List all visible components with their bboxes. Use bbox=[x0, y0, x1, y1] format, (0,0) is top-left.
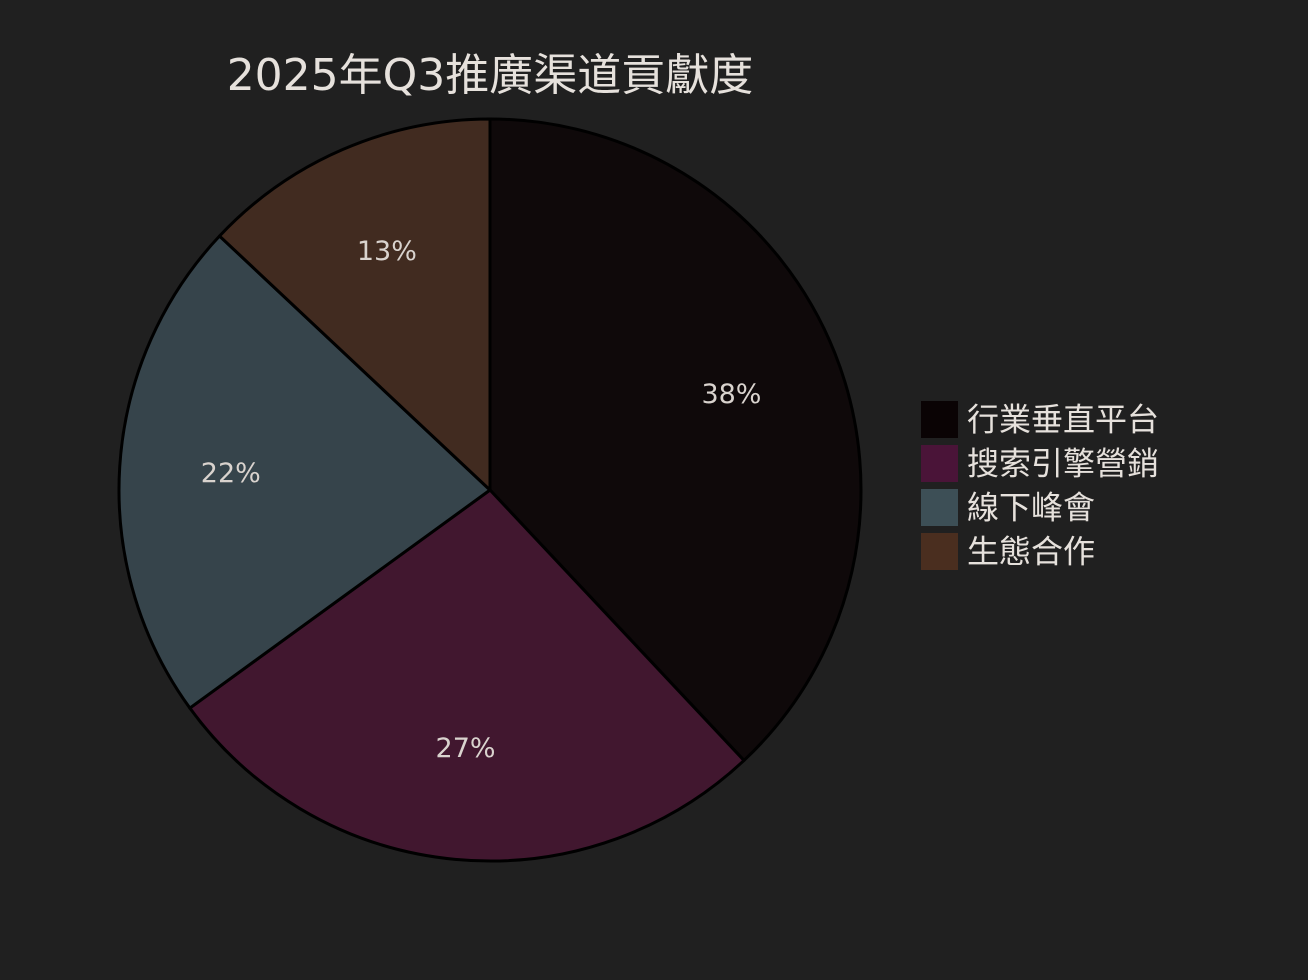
chart-title: 2025年Q3推廣渠道貢獻度 bbox=[227, 50, 754, 101]
pie-slices bbox=[117, 117, 863, 863]
slice-value-label: 13% bbox=[357, 236, 417, 267]
legend-swatch bbox=[921, 533, 958, 570]
slice-value-label: 38% bbox=[701, 379, 761, 410]
slice-labels: 38% 27% 22% 13% bbox=[201, 236, 762, 764]
legend-label: 生態合作 bbox=[967, 533, 1095, 571]
legend-swatch bbox=[921, 445, 958, 482]
legend-label: 搜索引擎營銷 bbox=[967, 445, 1159, 483]
legend-swatch bbox=[921, 401, 958, 438]
legend-label: 線下峰會 bbox=[967, 489, 1095, 527]
pie-slice-4 bbox=[218, 117, 492, 492]
slice-value-label: 27% bbox=[436, 733, 496, 764]
legend-label: 行業垂直平台 bbox=[967, 401, 1159, 439]
pie-slice-1 bbox=[488, 117, 863, 762]
pie-slice-3 bbox=[117, 234, 492, 710]
slice-value-label: 22% bbox=[201, 458, 261, 489]
legend-swatch bbox=[921, 489, 958, 526]
pie-slice-2 bbox=[188, 488, 746, 863]
